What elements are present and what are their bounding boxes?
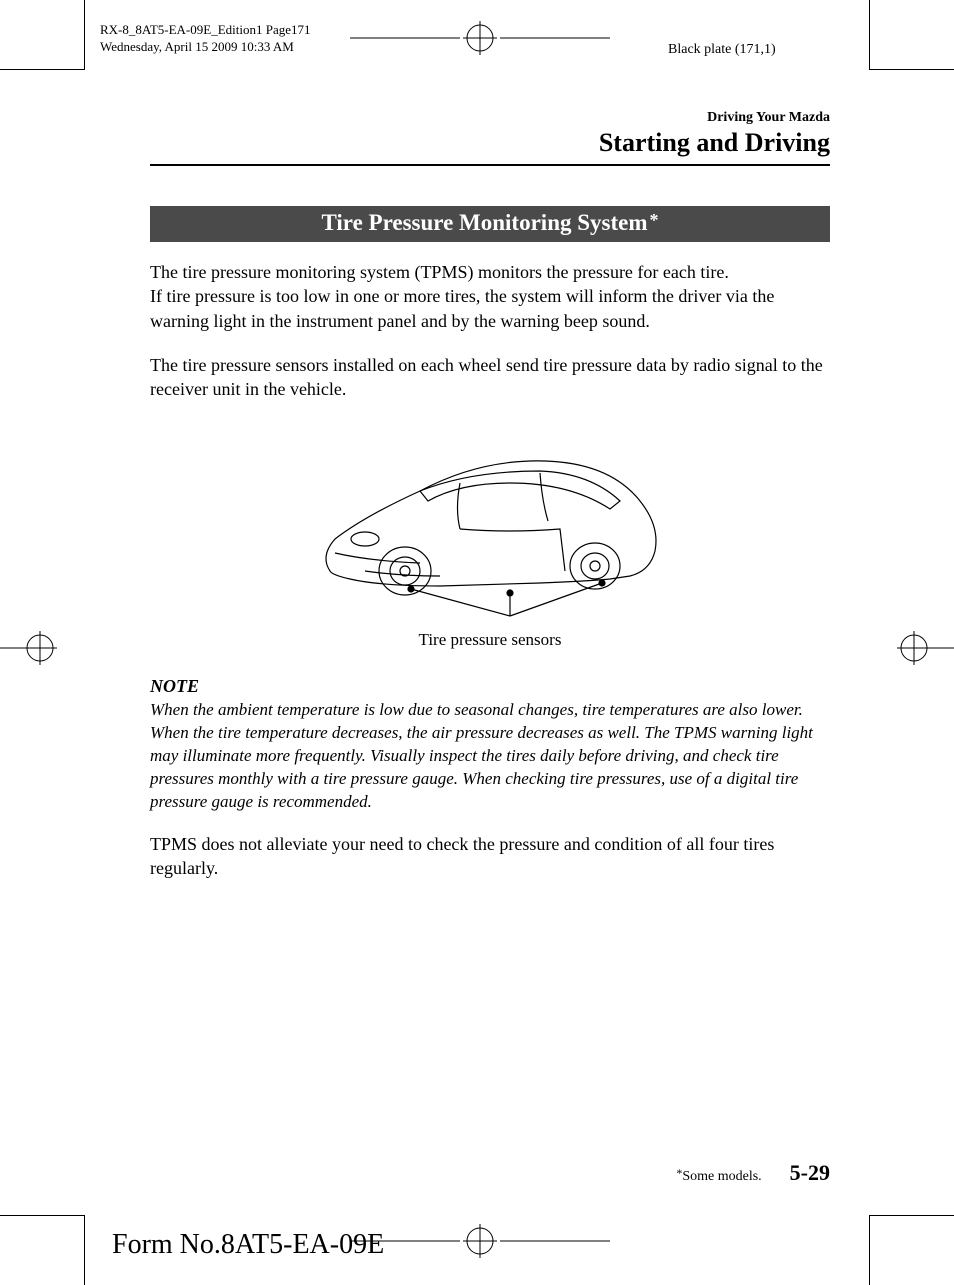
car-illustration	[310, 421, 670, 621]
topic-title: Tire Pressure Monitoring System	[321, 210, 647, 235]
crop-mark	[869, 1215, 954, 1216]
plate-label: Black plate (171,1)	[668, 42, 776, 58]
topic-title-bar: Tire Pressure Monitoring System*	[150, 206, 830, 242]
paragraph-1: The tire pressure monitoring system (TPM…	[150, 260, 830, 333]
figure: Tire pressure sensors	[150, 421, 830, 650]
figure-caption: Tire pressure sensors	[150, 630, 830, 650]
registration-mark-bottom	[350, 1221, 610, 1261]
chapter-name: Driving Your Mazda	[150, 110, 830, 126]
page-footer: *Some models. 5-29	[150, 1160, 830, 1186]
print-metadata: RX-8_8AT5-EA-09E_Edition1 Page171 Wednes…	[100, 22, 311, 56]
footnote: *Some models.	[676, 1169, 761, 1185]
topic-asterisk: *	[650, 210, 659, 230]
crop-mark	[869, 1215, 870, 1285]
section-name: Starting and Driving	[150, 128, 830, 158]
print-meta-line2: Wednesday, April 15 2009 10:33 AM	[100, 39, 311, 56]
page-content: Driving Your Mazda Starting and Driving …	[150, 110, 830, 901]
registration-mark-top	[350, 18, 610, 58]
note-heading: NOTE	[150, 676, 830, 697]
registration-mark-right	[884, 628, 954, 668]
paragraph-3: TPMS does not alleviate your need to che…	[150, 832, 830, 881]
crop-mark	[84, 1215, 85, 1285]
crop-mark	[84, 0, 85, 70]
header-rule	[150, 164, 830, 166]
registration-mark-left	[0, 628, 70, 668]
print-meta-line1: RX-8_8AT5-EA-09E_Edition1 Page171	[100, 22, 311, 39]
crop-mark	[0, 1215, 85, 1216]
page-number: 5-29	[790, 1160, 830, 1186]
form-number: Form No.8AT5-EA-09E	[112, 1229, 384, 1261]
crop-mark	[869, 69, 954, 70]
footnote-text: Some models.	[682, 1169, 761, 1184]
crop-mark	[869, 0, 870, 70]
page-header: Driving Your Mazda Starting and Driving	[150, 110, 830, 158]
note-body: When the ambient temperature is low due …	[150, 699, 830, 814]
crop-mark	[0, 69, 85, 70]
footnote-asterisk: *	[676, 1166, 682, 1180]
paragraph-2: The tire pressure sensors installed on e…	[150, 353, 830, 402]
